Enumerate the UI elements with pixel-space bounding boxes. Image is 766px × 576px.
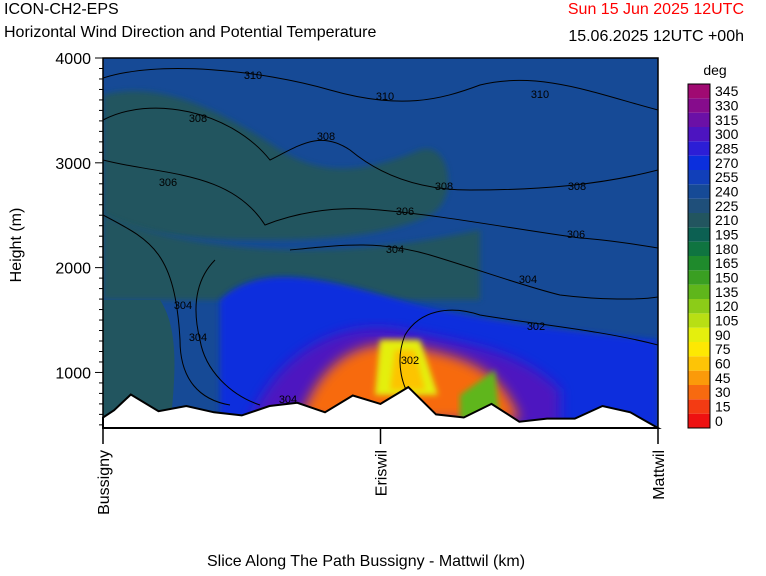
region-mid-level-flow-2 (103, 215, 480, 300)
chart-subtitle: Horizontal Wind Direction and Potential … (4, 24, 377, 41)
colorbar-label: 345 (715, 83, 739, 99)
wind-direction-field (103, 58, 658, 428)
isentrope-308 (103, 107, 658, 191)
colorbar-label: 225 (715, 198, 739, 214)
isentrope-label: 304 (189, 332, 207, 344)
run-time: Sun 15 Jun 2025 12UTC (567, 1, 744, 18)
isentrope-label: 308 (435, 181, 453, 193)
colorbar-swatch (688, 155, 710, 170)
colorbar-swatch (688, 241, 710, 256)
isentrope-310 (103, 68, 658, 111)
valid-time: 15.06.2025 12UTC +00h (568, 28, 744, 45)
isentrope-label: 306 (159, 177, 177, 189)
colorbar-label: 240 (715, 184, 739, 200)
isentrope-label: 302 (527, 321, 545, 333)
isentrope-label: 304 (174, 300, 192, 312)
isentrope-label: 310 (531, 89, 549, 101)
isentrope-label: 302 (401, 355, 419, 367)
x-axis-label: Slice Along The Path Bussigny - Mattwil … (206, 553, 526, 570)
colorbar-swatch (688, 213, 710, 228)
colorbar-swatch (688, 112, 710, 127)
colorbar-label: 255 (715, 169, 739, 185)
y-tick-label: 2000 (55, 261, 91, 278)
colorbar-swatch (688, 356, 710, 371)
colorbar-label: 60 (715, 356, 731, 372)
colorbar-label: 45 (715, 370, 731, 386)
x-axis: Bussigny Eriswil Mattwil (96, 428, 668, 515)
y-axis: 1000 2000 3000 4000 (55, 51, 103, 426)
colorbar-swatch (688, 299, 710, 314)
isentrope-label: 304 (386, 244, 404, 256)
x-category-label: Bussigny (96, 450, 113, 515)
colorbar-swatch (688, 98, 710, 113)
region-west-column (103, 300, 175, 428)
region-eriswil-inner (390, 350, 425, 390)
colorbar-label: 270 (715, 155, 739, 171)
colorbar-label: 315 (715, 112, 739, 128)
region-mid-level-flow (103, 91, 449, 240)
x-category-label: Eriswil (374, 450, 391, 496)
colorbar-swatch (688, 184, 710, 199)
colorbar-label: 105 (715, 313, 739, 329)
colorbar-swatch (688, 385, 710, 400)
y-tick-label: 1000 (55, 365, 91, 382)
colorbar-swatch (688, 270, 710, 285)
terrain-fill (102, 385, 662, 429)
colorbar-swatch (688, 227, 710, 242)
colorbar-swatch (688, 313, 710, 328)
colorbar-label: 300 (715, 126, 739, 142)
colorbar-swatch (688, 141, 710, 156)
isentrope-label: 310 (376, 91, 394, 103)
colorbar-swatch (688, 256, 710, 271)
colorbar-swatch (688, 84, 710, 99)
colorbar-label: 30 (715, 384, 731, 400)
y-tick-label: 4000 (55, 51, 91, 68)
colorbar-label: 285 (715, 141, 739, 157)
colorbar-label: 75 (715, 341, 731, 357)
terrain-profile (102, 385, 662, 429)
colorbar: deg 0153045607590105120135150165180195210… (687, 62, 739, 429)
colorbar-label: 90 (715, 327, 731, 343)
colorbar-swatch (688, 327, 710, 342)
isentrope-306 (103, 159, 658, 249)
isentrope-label: 308 (189, 113, 207, 125)
colorbar-swatch (688, 370, 710, 385)
isentrope-label: 306 (396, 206, 414, 218)
isentrope-label: 308 (568, 181, 586, 193)
colorbar-swatch (688, 399, 710, 414)
isentrope-label: 306 (567, 229, 585, 241)
colorbar-label: 150 (715, 270, 739, 286)
colorbar-unit: deg (703, 62, 726, 78)
colorbar-label: 120 (715, 298, 739, 314)
colorbar-swatch (688, 413, 710, 428)
colorbar-swatch (688, 170, 710, 185)
colorbar-label: 330 (715, 98, 739, 114)
colorbar-swatch (688, 284, 710, 299)
isentrope-label: 308 (317, 131, 335, 143)
colorbar-swatch (688, 198, 710, 213)
x-category-label: Mattwil (651, 450, 668, 500)
colorbar-swatch (688, 342, 710, 357)
isentrope-label: 304 (519, 274, 537, 286)
colorbar-label: 210 (715, 212, 739, 228)
colorbar-label: 0 (715, 413, 723, 429)
colorbar-frame (687, 83, 711, 429)
colorbar-swatch (688, 127, 710, 142)
isentrope-label: 310 (244, 70, 262, 82)
isentrope-304 (103, 214, 658, 406)
colorbar-label: 165 (715, 255, 739, 271)
colorbar-label: 180 (715, 241, 739, 257)
colorbar-label: 15 (715, 399, 731, 415)
colorbar-label: 135 (715, 284, 739, 300)
chart-title: ICON-CH2-EPS (4, 1, 119, 18)
colorbar-label: 195 (715, 227, 739, 243)
y-tick-label: 3000 (55, 156, 91, 173)
